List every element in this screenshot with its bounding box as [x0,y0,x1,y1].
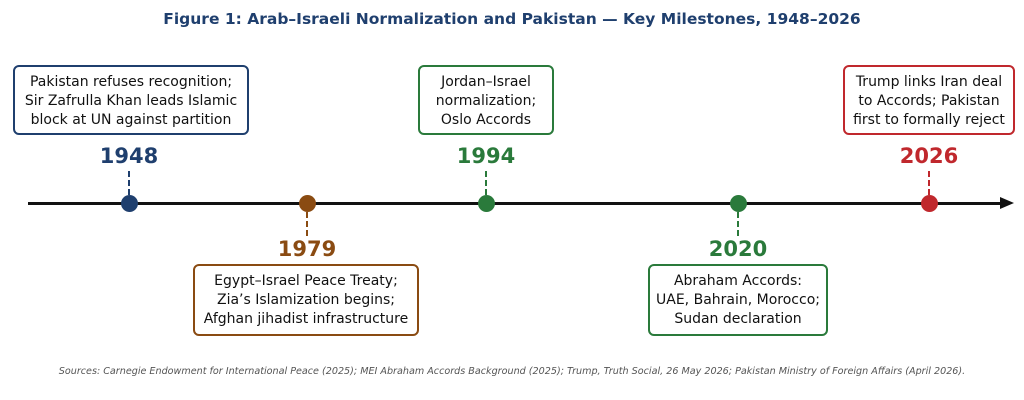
event-1948-line-3: block at UN against partition [30,112,232,128]
event-marker-1979 [298,195,316,212]
sources-note: Sources: Carnegie Endowment for Internat… [58,366,966,377]
event-year-2026: 2026 [899,144,959,168]
timeline-arrowhead [1000,197,1014,209]
event-year-2020: 2020 [708,237,768,261]
event-marker-2026 [920,195,938,212]
figure-title: Figure 1: Arab–Israeli Normalization and… [163,10,861,28]
event-2020-line-3: Sudan declaration [674,311,802,327]
event-1948-line-1: Pakistan refuses recognition; [29,74,233,90]
event-1979-line-3: Afghan jihadist infrastructure [203,311,409,327]
event-1994-line-2: normalization; [435,93,537,109]
event-connector-1948 [128,171,130,195]
event-2020-line-2: UAE, Bahrain, Morocco; [656,292,820,308]
event-connector-2026 [928,171,930,195]
event-1979-line-1: Egypt–Israel Peace Treaty; [214,273,398,289]
event-connector-1994 [485,171,487,195]
event-marker-1994 [477,195,495,212]
event-1948-line-2: Sir Zafrulla Khan leads Islamic [24,93,238,109]
event-year-1994: 1994 [456,144,516,168]
event-marker-2020 [729,195,747,212]
event-2026-line-2: to Accords; Pakistan [858,93,1000,109]
event-box-2020: Abraham Accords: UAE, Bahrain, Morocco; … [648,264,828,336]
event-2020-line-1: Abraham Accords: [673,273,803,289]
event-marker-1948 [120,195,138,212]
event-2026-line-1: Trump links Iran deal [855,74,1003,90]
event-box-1994: Jordan–Israel normalization; Oslo Accord… [418,65,554,135]
event-2026-line-3: first to formally reject [853,112,1005,128]
event-box-1948: Pakistan refuses recognition; Sir Zafrul… [13,65,249,135]
event-box-2026: Trump links Iran deal to Accords; Pakist… [843,65,1015,135]
event-year-1948: 1948 [99,144,159,168]
event-1979-line-2: Zia’s Islamization begins; [216,292,396,308]
event-connector-1979 [306,212,308,236]
event-connector-2020 [737,212,739,236]
event-1994-line-1: Jordan–Israel [441,74,531,90]
event-year-1979: 1979 [277,237,337,261]
event-box-1979: Egypt–Israel Peace Treaty; Zia’s Islamiz… [193,264,419,336]
event-1994-line-3: Oslo Accords [440,112,532,128]
timeline-axis [28,202,1003,205]
